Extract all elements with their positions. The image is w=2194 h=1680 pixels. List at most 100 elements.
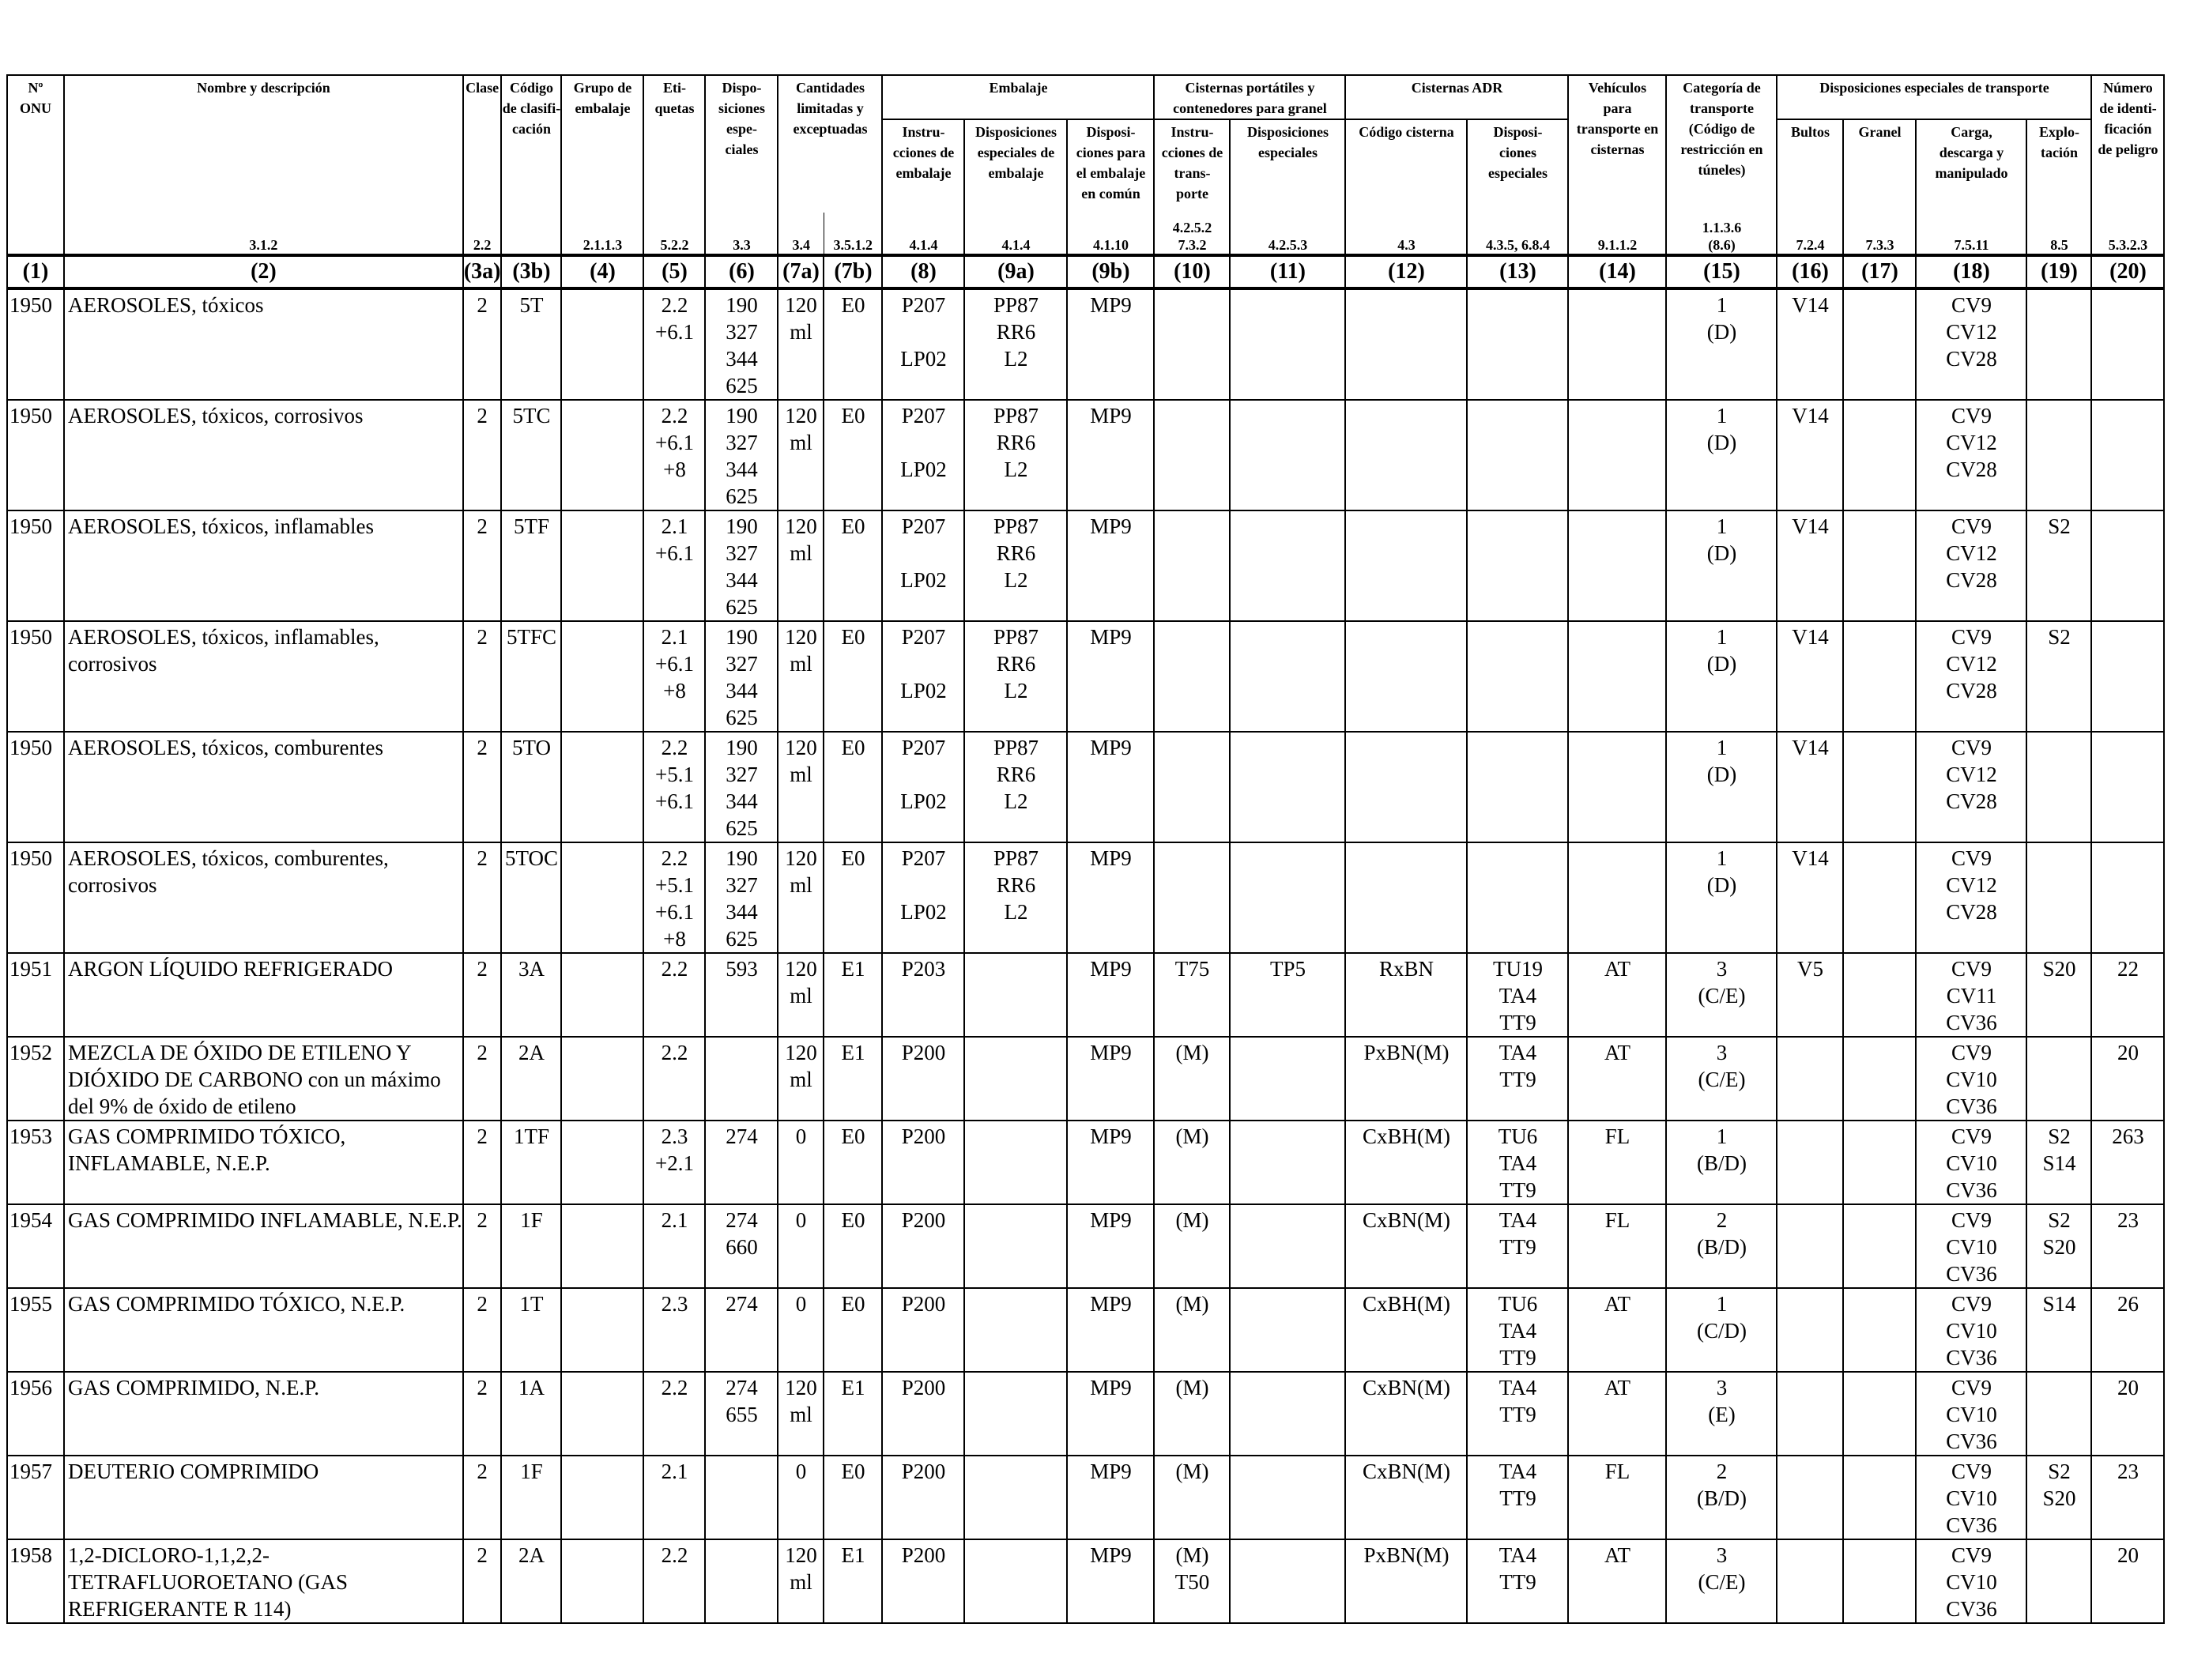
cell-line: L2 (1004, 900, 1028, 924)
cell-line: 1950 (9, 625, 52, 649)
cell-line: S14 (2042, 1292, 2076, 1316)
cell-line: 2 (477, 1041, 488, 1064)
carriage-bulk-cell (1842, 1036, 1917, 1121)
cell-line: ARGON LÍQUIDO REFRIGERADO (68, 957, 393, 981)
tank-provisions-cell: TA4 TT9 (1466, 1371, 1570, 1456)
excepted-quantity-cell: E0 (823, 1455, 884, 1540)
mixed-packing-cell: MP9 (1066, 731, 1155, 843)
cell-line (884, 318, 963, 345)
labels-cell: 2.2 (643, 952, 707, 1038)
cell-line: FL (1604, 1124, 1630, 1148)
cell-line: (B/D) (1696, 1151, 1747, 1175)
class-cell: 2 (462, 1036, 503, 1121)
text-line: Instru- (902, 124, 945, 140)
transport-category-cell: 3 (C/E) (1665, 952, 1778, 1038)
cell-line: DEUTERIO COMPRIMIDO (68, 1460, 319, 1483)
cell-line: 344 (726, 789, 758, 813)
table-row: 1958 1,2-DICLORO-1,1,2,2- TETRAFLUOROETANO… (6, 1539, 2166, 1624)
operation-cell (2026, 288, 2093, 401)
cell-line: 120 (785, 846, 817, 870)
limited-quantity-cell: 0 (777, 1120, 825, 1205)
tank-provisions-cell: TU6 TA4 TT9 (1466, 1287, 1570, 1373)
cell-line: RR6 (996, 431, 1036, 454)
cell-line: (B/D) (1696, 1486, 1747, 1510)
hazard-id-cell: 20 (2090, 1036, 2166, 1121)
cell-line: ml (790, 1403, 812, 1426)
cell-line: +8 (663, 927, 686, 951)
classification-code-cell: 1T (500, 1287, 563, 1373)
cell-line: CV28 (1946, 789, 1997, 813)
portable-tank-provisions-cell: TP5 (1229, 952, 1347, 1038)
cell-line: TT9 (1499, 1178, 1536, 1202)
section-ref-cell: 4.2.5.2 7.3.2 (1153, 213, 1231, 256)
cell-line: 3 (1716, 1543, 1728, 1567)
cell-line: TA4 (1498, 1543, 1537, 1567)
classification-code-cell: 5T (500, 288, 563, 401)
section-ref-cell: 7.5.11 (1915, 213, 2028, 256)
portable-tank-provisions-cell (1229, 288, 1347, 401)
table-row: 1950 AEROSOLES, tóxicos, inflamables 2 5TF 2… (6, 510, 2166, 622)
portable-tank-instructions-cell: (M) (1153, 1287, 1231, 1373)
section-ref: 3.4 (792, 237, 810, 253)
column-number: (5) (643, 254, 707, 290)
cell-line: CV9 (1951, 736, 1992, 759)
transport-category-cell: 1 (D) (1665, 510, 1778, 622)
labels-cell: 2.2 (643, 1036, 707, 1121)
text-line: de peligro (2098, 141, 2158, 157)
cell-line: 327 (726, 873, 758, 897)
portable-tank-instructions-cell (1153, 288, 1231, 401)
packing-group-cell (560, 731, 645, 843)
cell-line: AT (1604, 1292, 1630, 1316)
operation-cell: S2 (2026, 620, 2093, 733)
onu-number-cell: 1957 (6, 1455, 65, 1540)
cell-line: TA4 (1498, 1041, 1537, 1064)
cell-line: 120 (785, 625, 817, 649)
tank-vehicle-cell (1567, 842, 1668, 954)
header-codigo-cisterna: Código cisterna (1344, 119, 1468, 213)
cell-line: 2A (518, 1041, 545, 1064)
mixed-packing-cell: MP9 (1066, 1371, 1155, 1456)
cell-line: S20 (2042, 1486, 2076, 1510)
text-line: quetas (654, 100, 695, 116)
cell-line: +8 (663, 458, 686, 481)
section-ref: 3.1.2 (249, 237, 278, 253)
portable-tank-provisions-cell (1229, 1203, 1347, 1289)
text-line: restricción en (1680, 141, 1763, 157)
cell-line: MP9 (1090, 1376, 1132, 1399)
text-line: transporte (1689, 100, 1754, 116)
cell-line: 660 (726, 1235, 758, 1259)
limited-quantity-cell: 120 ml (777, 842, 825, 954)
cell-line: ml (790, 431, 812, 454)
packing-instructions-cell: P200 (881, 1203, 966, 1289)
text-line: Disposi- (1493, 124, 1543, 140)
cell-line: 2.2 (661, 736, 688, 759)
special-provisions-cell: 190 327 344 625 (704, 620, 779, 733)
class-cell: 2 (462, 952, 503, 1038)
cell-line: CV9 (1951, 1208, 1992, 1232)
cell-line: 1 (1716, 404, 1728, 428)
section-ref: 4.2.5.2 (1172, 220, 1212, 235)
table-row: 1955 GAS COMPRIMIDO TÓXICO, N.E.P. 2 1T 2.3 2… (6, 1287, 2166, 1373)
header-codigo: Código de clasifi-cación (500, 74, 563, 213)
cell-line: LP02 (900, 458, 947, 481)
header-disposiciones: Dispo-siciones espe-ciales (704, 74, 779, 213)
cell-line: (C/E) (1698, 984, 1746, 1008)
packing-instructions-cell: P207 LP02 (881, 731, 966, 843)
tank-code-cell: CxBH(M) (1344, 1120, 1468, 1205)
cell-line: L2 (1004, 568, 1028, 592)
tank-vehicle-cell: FL (1567, 1203, 1668, 1289)
table-row: 1950 AEROSOLES, tóxicos 2 5T 2.2 +6.1 190 327 34… (6, 288, 2166, 401)
cell-line: E0 (841, 1208, 865, 1232)
name-description-cell: 1,2-DICLORO-1,1,2,2- TETRAFLUOROETANO (GA… (63, 1539, 464, 1624)
cell-line: E0 (841, 404, 865, 428)
text-line: ONU (20, 100, 51, 116)
classification-code-cell: 5TF (500, 510, 563, 622)
cell-line: 1950 (9, 404, 52, 428)
excepted-quantity-cell: E0 (823, 620, 884, 733)
cell-line: 2.2 (661, 1376, 688, 1399)
cell-line: T50 (1174, 1570, 1210, 1594)
cell-line: MP9 (1090, 1543, 1132, 1567)
table-row: 1950 AEROSOLES, tóxicos, comburentes 2 5TO 2… (6, 731, 2166, 843)
hazard-id-cell (2090, 399, 2166, 511)
transport-category-cell: 2 (B/D) (1665, 1455, 1778, 1540)
